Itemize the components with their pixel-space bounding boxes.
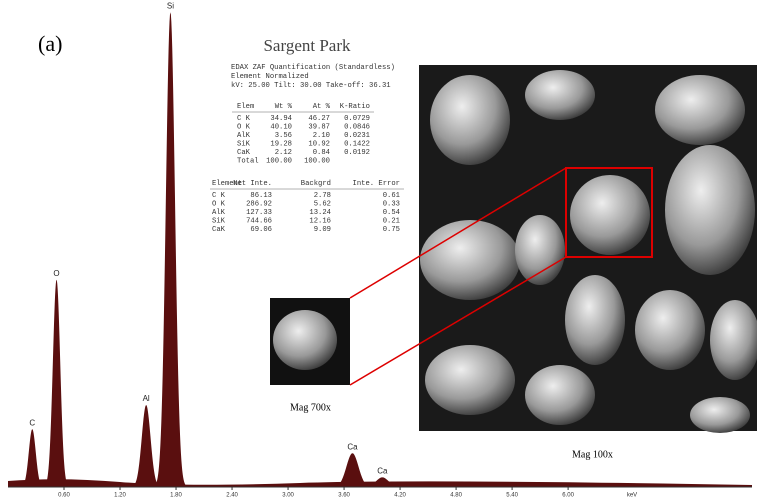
x-tick-label: 6.00	[562, 493, 574, 499]
cell: 0.1422	[344, 140, 370, 148]
cell: 0.21	[383, 217, 400, 225]
peak	[18, 429, 46, 487]
x-axis-label: keV	[627, 493, 637, 499]
cell: 0.54	[383, 209, 400, 217]
x-tick-label: 3.00	[282, 493, 294, 499]
cell: 127.33	[246, 209, 272, 217]
cell: 0.0192	[344, 149, 370, 157]
cell: 0.33	[383, 200, 400, 208]
peak-label: C	[29, 418, 35, 427]
cell: 3.56	[275, 132, 292, 140]
cell: 19.28	[270, 140, 292, 148]
column-header: Wt %	[275, 103, 293, 111]
column-header: K-Ratio	[340, 103, 370, 111]
report-header: kV: 25.00 Tilt: 30.00 Take-off: 36.31	[231, 82, 391, 90]
x-tick-label: 2.40	[226, 493, 238, 499]
cell: 0.61	[383, 192, 400, 200]
cell: 100.00	[266, 157, 292, 165]
cell: 2.12	[275, 149, 292, 157]
cell: 34.94	[270, 115, 292, 123]
cell: 40.10	[270, 123, 292, 131]
report: Sargent Park EDAX ZAF Quantification (St…	[210, 36, 404, 234]
cell: 9.09	[314, 226, 331, 234]
peak-label: Al	[143, 394, 150, 403]
cell: SiK	[237, 140, 251, 148]
report-header: Element Normalized	[231, 73, 309, 81]
cell: 286.92	[246, 200, 272, 208]
cell: 69.06	[250, 226, 272, 234]
peak-label: Ca	[377, 466, 388, 475]
cell: AlK	[212, 209, 226, 217]
cell: Total	[237, 157, 259, 165]
sem-image	[419, 65, 757, 433]
cell: O K	[212, 200, 226, 208]
sem-inset	[270, 298, 350, 385]
x-tick-label: 5.40	[506, 493, 518, 499]
cell: C K	[237, 115, 251, 123]
panel-label: (a)	[38, 31, 62, 56]
peak	[152, 12, 189, 487]
figure: Mag 700x Mag 100x (a) Sargent Park EDAX …	[0, 0, 757, 501]
peak	[42, 280, 71, 487]
cell: 0.0231	[344, 132, 370, 140]
cell: 0.84	[313, 149, 330, 157]
x-tick-label: 4.80	[450, 493, 462, 499]
cell: 744.66	[246, 217, 272, 225]
cell: SiK	[212, 217, 226, 225]
cell: 0.75	[383, 226, 400, 234]
x-tick-label: 1.80	[170, 493, 182, 499]
peak-label: Si	[167, 1, 174, 10]
column-header: Elem	[237, 103, 254, 111]
cell: 0.0729	[344, 115, 370, 123]
column-header: At %	[313, 103, 331, 111]
cell: 13.24	[309, 209, 331, 217]
column-header: Net Inte.	[233, 180, 272, 188]
cell: 12.16	[309, 217, 331, 225]
cell: AlK	[237, 132, 251, 140]
x-tick-label: 4.20	[394, 493, 406, 499]
cell: CaK	[237, 149, 251, 157]
cell: 2.78	[314, 192, 331, 200]
peak-label: O	[53, 269, 59, 278]
x-tick-label: 0.60	[58, 493, 70, 499]
inset-label: Mag 700x	[290, 402, 331, 413]
cell: 39.87	[308, 123, 330, 131]
image-label: Mag 100x	[572, 449, 613, 460]
cell: 0.0846	[344, 123, 370, 131]
column-header: Backgrd	[301, 180, 331, 188]
cell: 2.10	[313, 132, 330, 140]
cell: 46.27	[308, 115, 330, 123]
x-tick-label: 3.60	[338, 493, 350, 499]
cell: 86.13	[250, 192, 272, 200]
cell: O K	[237, 123, 251, 131]
cell: C K	[212, 192, 226, 200]
column-header: Inte. Error	[353, 180, 400, 188]
report-header: EDAX ZAF Quantification (Standardless)	[231, 64, 395, 72]
cell: 5.62	[314, 200, 331, 208]
report-title: Sargent Park	[263, 36, 351, 55]
cell: CaK	[212, 226, 226, 234]
cell: 100.00	[304, 157, 330, 165]
peak-label: Ca	[347, 442, 358, 451]
cell: 10.92	[308, 140, 330, 148]
x-tick-label: 1.20	[114, 493, 126, 499]
